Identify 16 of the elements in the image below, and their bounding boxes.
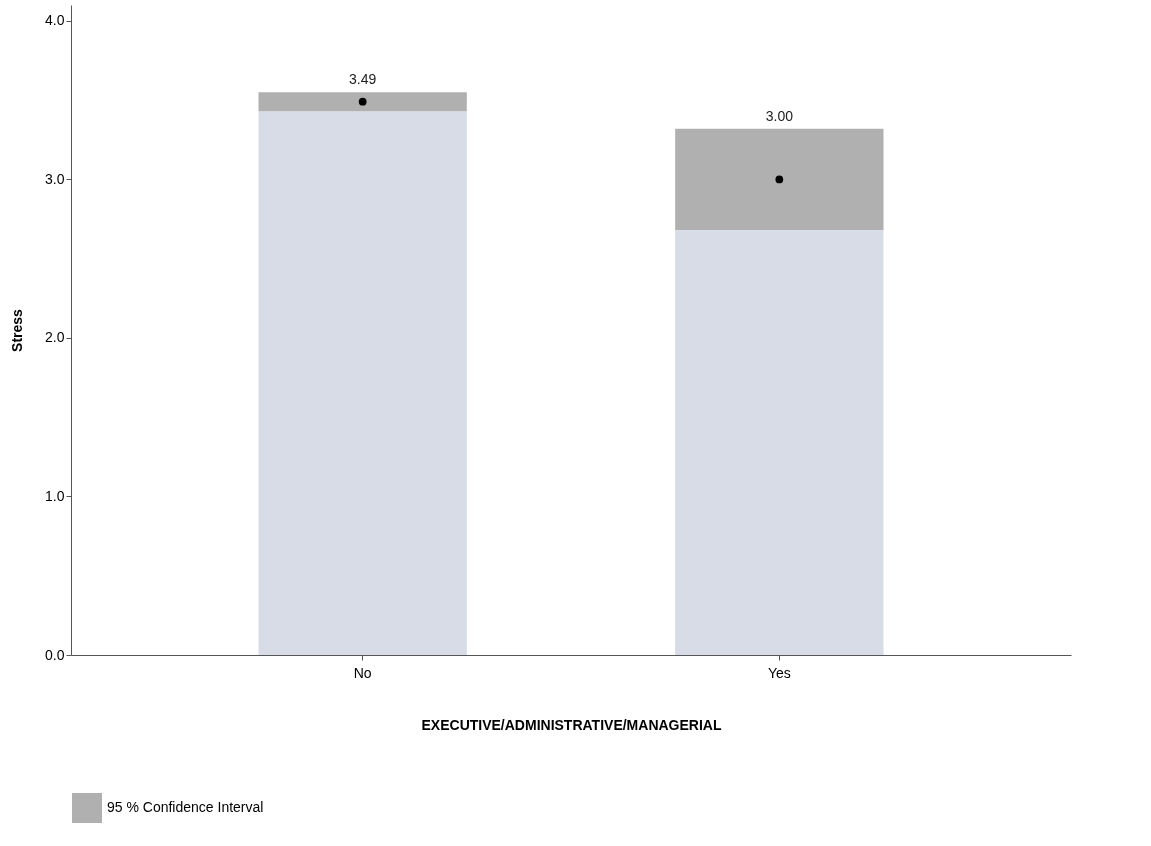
bar bbox=[258, 111, 467, 655]
y-tick-label: 2.0 bbox=[45, 329, 65, 346]
y-axis-title: Stress bbox=[9, 308, 26, 352]
y-tick-label: 0.0 bbox=[45, 646, 65, 663]
x-tick-label: Yes bbox=[767, 664, 791, 681]
annotation: 3.00 bbox=[765, 107, 794, 124]
bar bbox=[258, 92, 467, 112]
y-tick-label: 3.0 bbox=[45, 170, 65, 187]
bar bbox=[675, 128, 884, 231]
x-tick-label: No bbox=[353, 664, 372, 681]
x-axis-title: EXECUTIVE/ADMINISTRATIVE/MANAGERIAL bbox=[421, 716, 722, 733]
annotation: 3.49 bbox=[349, 71, 377, 88]
y-tick-label: 1.0 bbox=[45, 487, 65, 504]
y-tick-label: 4.0 bbox=[45, 12, 65, 29]
legend-label: 95 % Confidence Interval bbox=[107, 799, 264, 815]
bar bbox=[675, 230, 884, 655]
